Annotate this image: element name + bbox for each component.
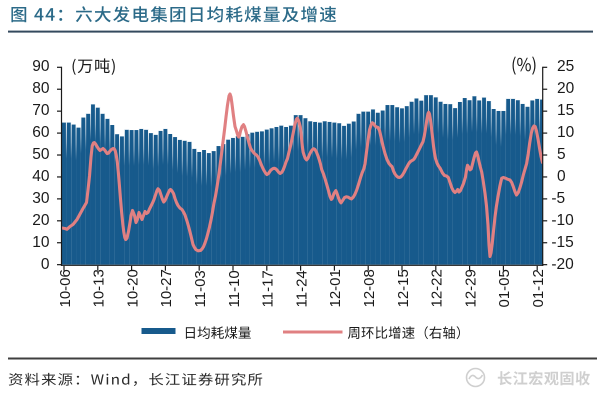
svg-text:01-05: 01-05 [496, 269, 513, 307]
svg-text:10-20: 10-20 [124, 269, 141, 307]
svg-text:11-03: 11-03 [192, 270, 209, 307]
svg-text:11-24: 11-24 [293, 270, 310, 307]
svg-text:12-29: 12-29 [462, 269, 479, 307]
svg-text:10-06: 10-06 [57, 269, 74, 307]
svg-text:10-13: 10-13 [91, 269, 108, 307]
svg-text:12-08: 12-08 [361, 269, 378, 307]
svg-text:12-22: 12-22 [429, 269, 446, 307]
svg-text:01-12: 01-12 [530, 269, 547, 307]
svg-text:12-15: 12-15 [395, 269, 412, 307]
svg-text:10-27: 10-27 [158, 269, 175, 307]
svg-text:11-17: 11-17 [260, 270, 277, 307]
svg-text:11-10: 11-10 [226, 270, 243, 307]
svg-text:12-01: 12-01 [327, 269, 344, 307]
